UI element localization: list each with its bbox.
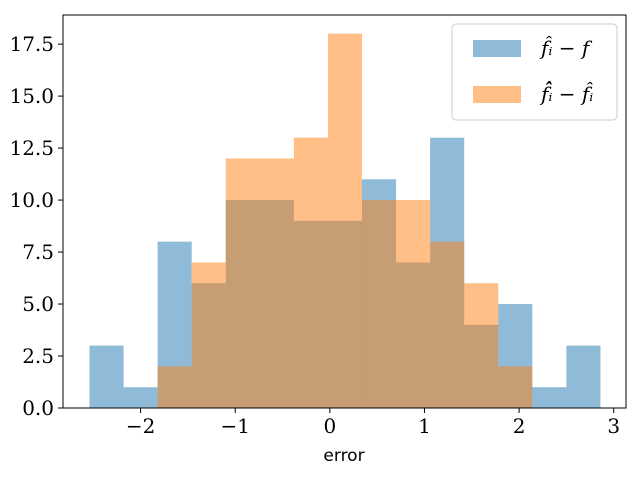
- series-0-bar-0: [89, 345, 124, 408]
- x-tick-label: 3: [607, 414, 620, 438]
- series-1-bar-3: [191, 262, 226, 408]
- x-tick-label: 0: [323, 414, 336, 438]
- x-tick-label: 1: [418, 414, 431, 438]
- y-tick-label: 0.0: [22, 396, 54, 420]
- series-1-bar-11: [464, 283, 499, 408]
- x-axis-ticks: −2 −1 0 1 2 3: [126, 408, 620, 438]
- bars-layer: [89, 33, 601, 408]
- x-tick-label: 2: [513, 414, 526, 438]
- series-0-bar-14: [566, 345, 601, 408]
- legend: f̂ᵢ − f f̂̂ᵢ − f̂ᵢ: [451, 23, 618, 121]
- y-tick-label: 2.5: [22, 344, 54, 368]
- series-1-bar-12: [498, 366, 533, 408]
- legend-swatch-1: [473, 86, 521, 103]
- x-axis-label: error: [323, 446, 364, 466]
- series-1-bar-9: [396, 200, 431, 408]
- y-tick-label: 17.5: [9, 32, 54, 56]
- series-0-bar-1: [123, 387, 158, 408]
- series-1-bar-2: [157, 366, 192, 408]
- x-tick-label: −2: [126, 414, 155, 438]
- series-0-bar-13: [532, 387, 567, 408]
- y-tick-label: 15.0: [9, 84, 54, 108]
- series-1-bar-6: [293, 137, 328, 408]
- series-1-bar-10: [430, 241, 465, 408]
- legend-label-1: f̂̂ᵢ − f̂ᵢ: [539, 80, 594, 106]
- y-tick-label: 7.5: [22, 240, 54, 264]
- y-tick-label: 5.0: [22, 292, 54, 316]
- legend-label-0: f̂ᵢ − f: [539, 36, 593, 60]
- y-tick-label: 12.5: [9, 136, 54, 160]
- y-axis-ticks: 0.0 2.5 5.0 7.5 10.0 12.5 15.0 17.5: [9, 32, 63, 420]
- series-1-bar-8: [362, 200, 397, 408]
- y-tick-label: 10.0: [9, 188, 54, 212]
- plot-frame: [62, 14, 627, 409]
- legend-swatch-0: [473, 40, 521, 57]
- series-1-bar-5: [259, 158, 294, 408]
- series-1-bar-7: [327, 33, 363, 408]
- x-tick-label: −1: [220, 414, 249, 438]
- series-1-bar-4: [225, 158, 260, 408]
